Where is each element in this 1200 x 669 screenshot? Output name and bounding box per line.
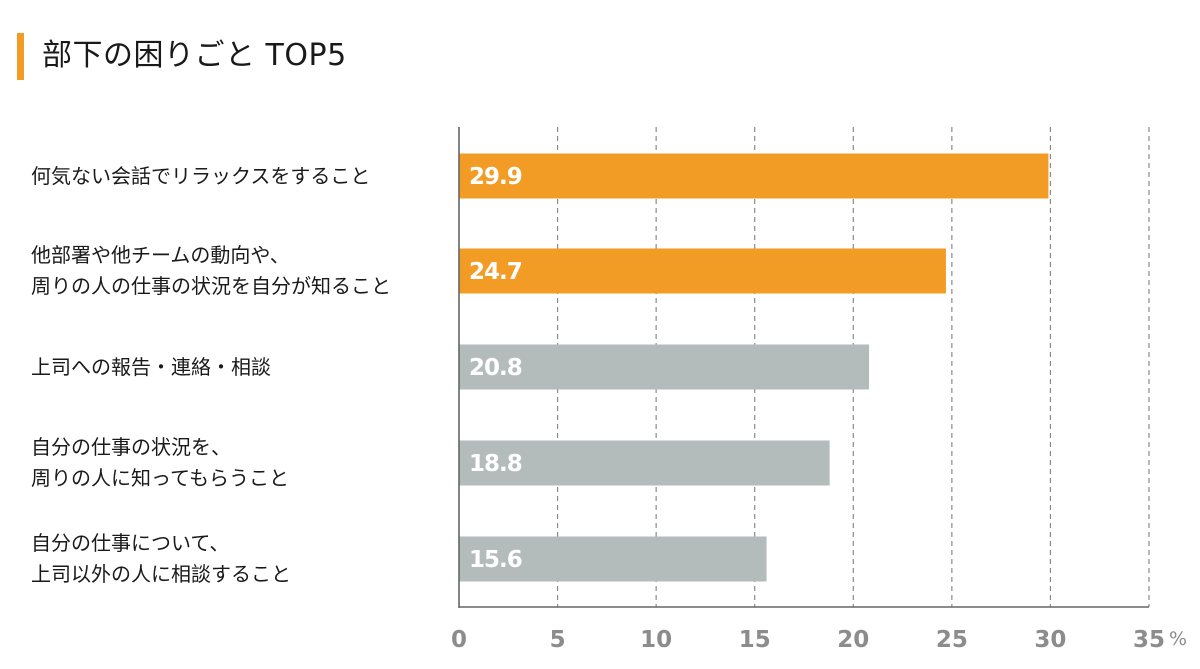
category-label-line: 何気ない会話でリラックスをすること xyxy=(31,163,371,188)
category-label-line: 上司への報告・連絡・相談 xyxy=(31,354,271,379)
x-tick-label-25: 25 xyxy=(936,627,968,653)
grid-lines xyxy=(556,127,1150,607)
x-tick-label-35: 35 xyxy=(1133,627,1165,653)
bar-3 xyxy=(459,344,870,390)
bar-1 xyxy=(459,153,1049,199)
axes xyxy=(458,127,1149,608)
category-label-3: 上司への報告・連絡・相談 xyxy=(31,352,271,383)
x-tick-label-20: 20 xyxy=(837,627,869,653)
category-label-4: 自分の仕事の状況を、周りの人に知ってもらうこと xyxy=(31,432,289,494)
category-label-5: 自分の仕事について、上司以外の人に相談すること xyxy=(31,528,291,590)
category-label-line: 他部署や他チームの動向や、 xyxy=(31,243,290,267)
bar-value-label-5: 15.6 xyxy=(469,547,522,573)
category-label-2: 他部署や他チームの動向や、周りの人の仕事の状況を自分が知ること xyxy=(31,240,391,302)
bar-value-label-3: 20.8 xyxy=(469,355,522,381)
bar-value-label-2: 24.7 xyxy=(469,259,522,285)
category-label-line: 周りの人に知ってもらうこと xyxy=(31,466,289,490)
x-tick-label-15: 15 xyxy=(739,627,771,653)
x-tick-label-10: 10 xyxy=(640,627,672,653)
bars: 29.9 24.7 20.8 18.8 15.6 xyxy=(459,153,1049,582)
x-unit-label: % xyxy=(1169,628,1187,650)
bar-5 xyxy=(459,536,767,582)
category-label-line: 周りの人の仕事の状況を自分が知ること xyxy=(31,274,391,298)
category-label-1: 何気ない会話でリラックスをすること xyxy=(31,161,370,192)
x-tick-label-30: 30 xyxy=(1034,627,1066,653)
category-label-line: 上司以外の人に相談すること xyxy=(31,562,291,586)
x-tick-label-5: 5 xyxy=(550,627,566,653)
bar-value-label-1: 29.9 xyxy=(469,164,522,190)
category-label-line: 自分の仕事について、 xyxy=(31,531,230,555)
bar-2 xyxy=(459,248,946,294)
bar-4 xyxy=(459,440,830,486)
category-label-line: 自分の仕事の状況を、 xyxy=(31,435,231,459)
title-accent-bar xyxy=(17,33,24,80)
tick-labels: 0 5 10 15 20 25 30 35% xyxy=(451,627,1187,653)
x-tick-label-0: 0 xyxy=(451,627,467,653)
chart-title: 部下の困りごと TOP5 xyxy=(42,38,347,73)
bar-value-label-4: 18.8 xyxy=(469,451,522,477)
